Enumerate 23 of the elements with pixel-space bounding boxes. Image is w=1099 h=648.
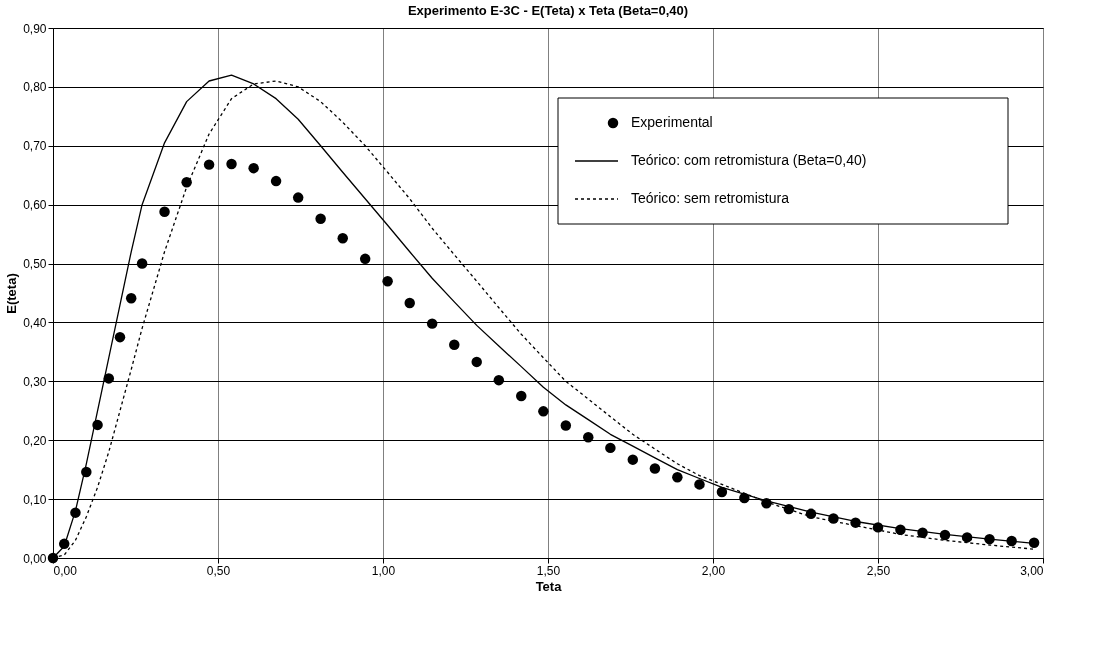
x-tick-label: 2,50 [866, 563, 891, 578]
y-tick-label: 0,00 [23, 551, 47, 566]
y-tick-label: 0,30 [23, 374, 47, 389]
x-axis-title: Teta [535, 578, 563, 594]
x-tick-label: 1,50 [536, 563, 561, 578]
x-tick-label: 2,00 [701, 563, 726, 578]
x-tick-label: 3,00 [1020, 563, 1044, 578]
y-tick-label: 0,80 [23, 80, 47, 95]
y-tick-label: 0,70 [23, 139, 47, 154]
x-tick-label: 0,50 [206, 563, 231, 578]
x-tick-label: 0,00 [53, 563, 78, 578]
y-tick-label: 0,20 [23, 433, 47, 448]
legend-label: Teórico: com retromistura (Beta=0,40) [631, 152, 867, 168]
chart-title: Experimento E-3C - E(Teta) x Teta (Beta=0,40) [407, 3, 689, 18]
y-axis-title: E(teta) [4, 273, 20, 314]
y-tick-label: 0,60 [23, 198, 47, 213]
y-tick-label: 0,50 [23, 257, 47, 272]
y-tick-label: 0,90 [23, 21, 47, 36]
x-tick-label: 1,00 [371, 563, 396, 578]
legend-label: Teórico: sem retromistura [631, 190, 790, 206]
y-tick-label: 0,10 [23, 492, 47, 507]
y-tick-label: 0,40 [23, 315, 47, 330]
legend-label: Experimental [631, 114, 713, 130]
